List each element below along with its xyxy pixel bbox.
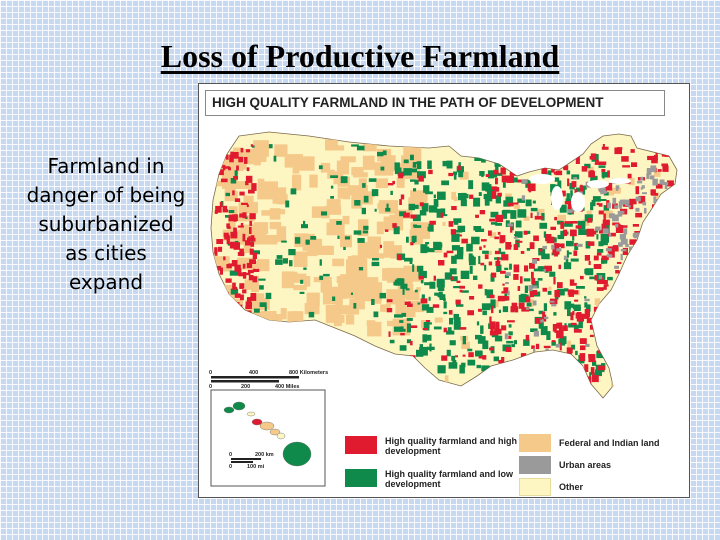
hawaii-island: [259, 421, 275, 431]
inset-km-200: 200 km: [255, 452, 274, 458]
great-lake: [609, 178, 631, 184]
slide-title: Loss of Productive Farmland: [160, 38, 560, 74]
hawaii-island: [269, 428, 281, 436]
legend-label: Federal and Indian land: [559, 438, 660, 448]
legend-label: Urban areas: [559, 460, 612, 470]
side-caption: Farmland in danger of being suburbanized…: [26, 154, 186, 294]
great-lake: [529, 174, 555, 184]
hawaii-island: [232, 401, 246, 411]
scale-mi-0: 0: [209, 384, 213, 390]
legend-swatch-gray: [519, 456, 551, 474]
great-lake: [587, 180, 609, 188]
hawaii-island: [282, 441, 312, 467]
map-figure: HIGH QUALITY FARMLAND IN THE PATH OF DEV…: [198, 83, 690, 498]
hawaii-islands: [223, 401, 312, 467]
hawaii-island: [276, 432, 286, 440]
legend-label: Other: [559, 482, 584, 492]
map-header: HIGH QUALITY FARMLAND IN THE PATH OF DEV…: [205, 90, 665, 116]
legend-swatch-tan: [519, 434, 551, 452]
inset-km-0: 0: [229, 452, 233, 458]
great-lake: [551, 186, 563, 210]
scale-km-400: 400: [249, 370, 259, 376]
legend-label: High quality farmland and low developmen…: [385, 469, 514, 489]
inset-mi-100: 100 mi: [247, 464, 265, 470]
great-lake: [571, 192, 585, 212]
scale-km-0: 0: [209, 370, 213, 376]
inset-scale-bar: [231, 458, 261, 463]
hawaii-inset-box: [210, 389, 326, 487]
scale-mi-200: 200: [241, 384, 251, 390]
hawaii-island: [251, 418, 263, 426]
map-graphic: [210, 131, 678, 487]
map-scale-bar: [211, 376, 299, 383]
legend-swatch-yellow: [519, 478, 551, 496]
hawaii-island: [246, 411, 256, 417]
legend-label: High quality farmland and high developme…: [385, 436, 518, 456]
legend-swatch-red: [345, 436, 377, 454]
hawaii-island: [223, 406, 235, 414]
scale-km-800: 800 Kilometers: [289, 370, 329, 376]
legend-swatch-green: [345, 469, 377, 487]
scale-mi-400: 400 Miles: [275, 384, 300, 390]
inset-mi-0: 0: [229, 464, 233, 470]
